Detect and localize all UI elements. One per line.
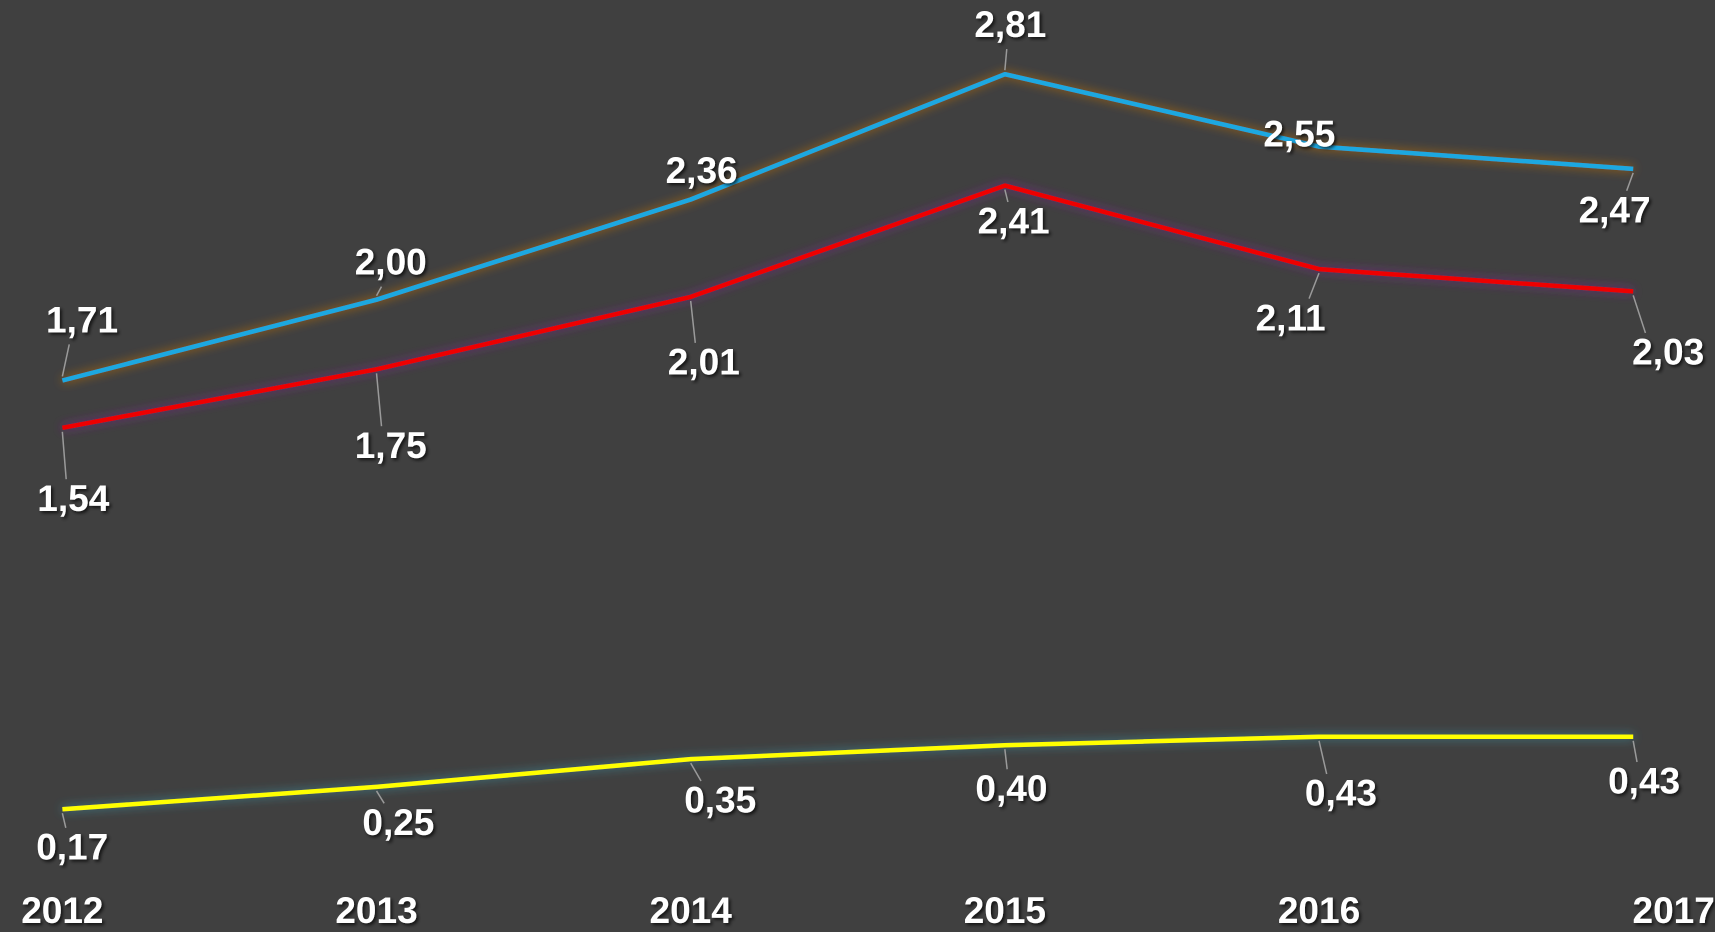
leader-line xyxy=(375,286,383,297)
leader-line xyxy=(1004,749,1008,770)
leader-line xyxy=(61,431,67,480)
data-label: 0,43 xyxy=(1305,773,1377,814)
data-label: 2,36 xyxy=(666,150,738,191)
data-label: 2,01 xyxy=(668,342,740,383)
x-tick-label: 2016 xyxy=(1278,890,1360,931)
leader-line xyxy=(1308,272,1320,299)
leader-line xyxy=(1318,740,1328,775)
data-label: 2,81 xyxy=(974,4,1046,45)
data-label: 2,41 xyxy=(978,201,1050,242)
data-label: 0,43 xyxy=(1608,761,1680,802)
data-label: 1,75 xyxy=(355,425,427,466)
leader-line xyxy=(1004,48,1008,71)
leader-line xyxy=(1625,172,1634,192)
data-label: 0,35 xyxy=(684,780,756,821)
x-tick-label: 2013 xyxy=(335,890,417,931)
data-label: 0,40 xyxy=(975,768,1047,809)
data-label: 2,55 xyxy=(1263,114,1335,155)
series-line xyxy=(61,183,1634,431)
data-label: 2,00 xyxy=(355,242,427,283)
x-tick-label: 2017 xyxy=(1633,890,1715,931)
leader-line xyxy=(375,373,383,427)
data-label: 2,03 xyxy=(1632,332,1704,373)
x-tick-label: 2014 xyxy=(650,890,733,931)
data-label: 1,54 xyxy=(37,478,109,519)
leader-line xyxy=(1004,189,1009,203)
leader-line xyxy=(690,762,702,782)
leader-line xyxy=(61,813,67,828)
series-line xyxy=(62,734,1634,812)
x-tick-label: 2012 xyxy=(21,890,103,931)
data-label: 2,11 xyxy=(1256,297,1326,338)
data-label: 2,47 xyxy=(1579,189,1651,230)
leader-line xyxy=(375,790,385,804)
leader-line xyxy=(689,300,697,343)
data-label: 1,71 xyxy=(46,299,118,340)
data-label: 0,25 xyxy=(362,802,434,843)
leader-line xyxy=(61,344,70,377)
leader-line xyxy=(1632,295,1647,334)
series-line xyxy=(61,71,1634,383)
x-tick-label: 2015 xyxy=(964,890,1046,931)
leader-line xyxy=(1632,740,1638,763)
data-label: 0,17 xyxy=(36,826,108,867)
